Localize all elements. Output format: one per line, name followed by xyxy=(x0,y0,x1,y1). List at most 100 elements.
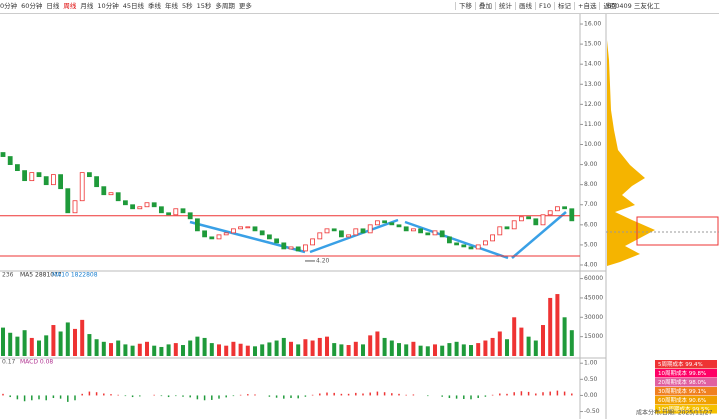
y-tick-label: 5.00 xyxy=(584,241,598,248)
cost-legend-label: 30周期成本 99.1% xyxy=(658,387,706,395)
volume-bar xyxy=(8,332,13,356)
volume-bar xyxy=(375,331,380,356)
candle xyxy=(490,234,496,242)
volume-bar xyxy=(361,344,365,356)
volume-bar xyxy=(418,345,423,356)
tool-button[interactable]: +自选 xyxy=(574,2,600,10)
tool-button[interactable]: 标记 xyxy=(554,2,575,10)
volume-bar xyxy=(253,346,257,356)
volume-bar xyxy=(260,344,265,356)
candle xyxy=(51,174,56,186)
tool-button[interactable]: 叠加 xyxy=(475,2,495,10)
candle xyxy=(130,204,136,210)
volume-bar xyxy=(87,334,92,356)
volume-bar xyxy=(1,327,5,356)
candle xyxy=(519,216,524,222)
period-tab[interactable]: 日线 xyxy=(46,2,60,10)
period-tab[interactable]: 60分钟 xyxy=(21,2,43,10)
y-tick-label: 45000 xyxy=(584,294,603,301)
y-tick-label: 1.00 xyxy=(584,360,598,367)
volume-bar xyxy=(145,341,149,356)
volume-bar xyxy=(37,340,41,356)
y-tick-label: 10.00 xyxy=(584,141,601,148)
period-tab[interactable]: 15秒 xyxy=(196,2,212,10)
volume-bar xyxy=(548,297,553,356)
y-tick-label: 4.00 xyxy=(584,261,598,268)
tool-button[interactable]: 统计 xyxy=(495,2,515,10)
volume-bar xyxy=(195,336,200,356)
candle xyxy=(14,164,20,172)
period-tab[interactable]: 季线 xyxy=(147,2,161,10)
volume-bar xyxy=(526,336,531,356)
volume-bar xyxy=(173,343,178,356)
candle xyxy=(87,172,92,178)
period-tab[interactable]: 0分钟 xyxy=(0,2,18,10)
volume-bar xyxy=(202,337,207,356)
period-tab[interactable]: 更多 xyxy=(238,2,252,10)
volume-bar xyxy=(58,331,63,356)
volume-bar xyxy=(51,325,56,356)
candle xyxy=(173,208,179,216)
tool-button[interactable]: F10 xyxy=(535,2,555,10)
candle xyxy=(238,226,244,230)
indicator-label: 236 xyxy=(2,272,14,279)
y-tick-label: 7.00 xyxy=(584,201,598,208)
candle xyxy=(324,228,330,234)
period-tab[interactable]: 10分钟 xyxy=(97,2,119,10)
volume-bar xyxy=(490,337,495,356)
period-tab[interactable]: 5秒 xyxy=(181,2,193,10)
cost-legend-swatch xyxy=(655,405,717,414)
volume-bar xyxy=(217,344,221,356)
cost-legend-label: 20周期成本 98.0% xyxy=(658,378,706,386)
cost-legend-label: 60周期成本 90.6% xyxy=(658,396,706,404)
volume-bar xyxy=(152,345,157,356)
candle xyxy=(511,220,517,230)
candle xyxy=(295,246,301,252)
volume-bar xyxy=(433,344,437,356)
cost-date: 成本分布,日期: 2025/11/27 xyxy=(636,409,713,417)
volume-bar xyxy=(130,345,135,356)
volume-bar xyxy=(224,345,229,356)
candle xyxy=(353,228,359,236)
cost-legend-swatch xyxy=(655,378,717,387)
volume-bar xyxy=(483,340,488,356)
y-tick-label: 14.00 xyxy=(584,61,601,68)
candle xyxy=(302,244,308,252)
volume-bar xyxy=(541,325,545,356)
tool-button[interactable]: 画线 xyxy=(515,2,535,10)
volume-bar xyxy=(476,343,481,356)
period-tab[interactable]: 45日线 xyxy=(122,2,144,10)
candle xyxy=(0,152,6,157)
stock-name: 600409 三友化工 xyxy=(607,2,660,10)
candle xyxy=(180,208,186,214)
candle xyxy=(317,232,323,240)
y-tick-label: 0.00 xyxy=(584,392,598,399)
y-tick-label: 12.00 xyxy=(584,101,601,108)
tool-button[interactable]: 返回 xyxy=(599,2,620,10)
volume-bar xyxy=(317,337,322,356)
y-tick-label: 15000 xyxy=(584,333,603,340)
tool-button[interactable]: 下移 xyxy=(455,2,475,10)
candle xyxy=(22,170,28,182)
candle xyxy=(461,244,467,248)
candle xyxy=(540,214,546,226)
candle xyxy=(79,172,85,202)
candle xyxy=(346,234,352,238)
volume-bar xyxy=(238,343,243,356)
candle xyxy=(209,236,215,240)
volume-bar xyxy=(310,340,315,356)
candle xyxy=(101,186,107,196)
candle xyxy=(562,206,567,210)
volume-bar xyxy=(469,345,473,356)
period-tab[interactable]: 周线 xyxy=(63,2,77,10)
volume-bar xyxy=(73,328,77,356)
candle xyxy=(288,246,294,250)
y-tick-label: 16.00 xyxy=(584,21,601,28)
period-tab[interactable]: 月线 xyxy=(80,2,94,10)
period-tab[interactable]: 多周期 xyxy=(215,2,235,10)
volume-bar xyxy=(454,341,459,356)
candle xyxy=(108,192,114,196)
candle xyxy=(374,220,380,226)
period-tab[interactable]: 年线 xyxy=(164,2,178,10)
